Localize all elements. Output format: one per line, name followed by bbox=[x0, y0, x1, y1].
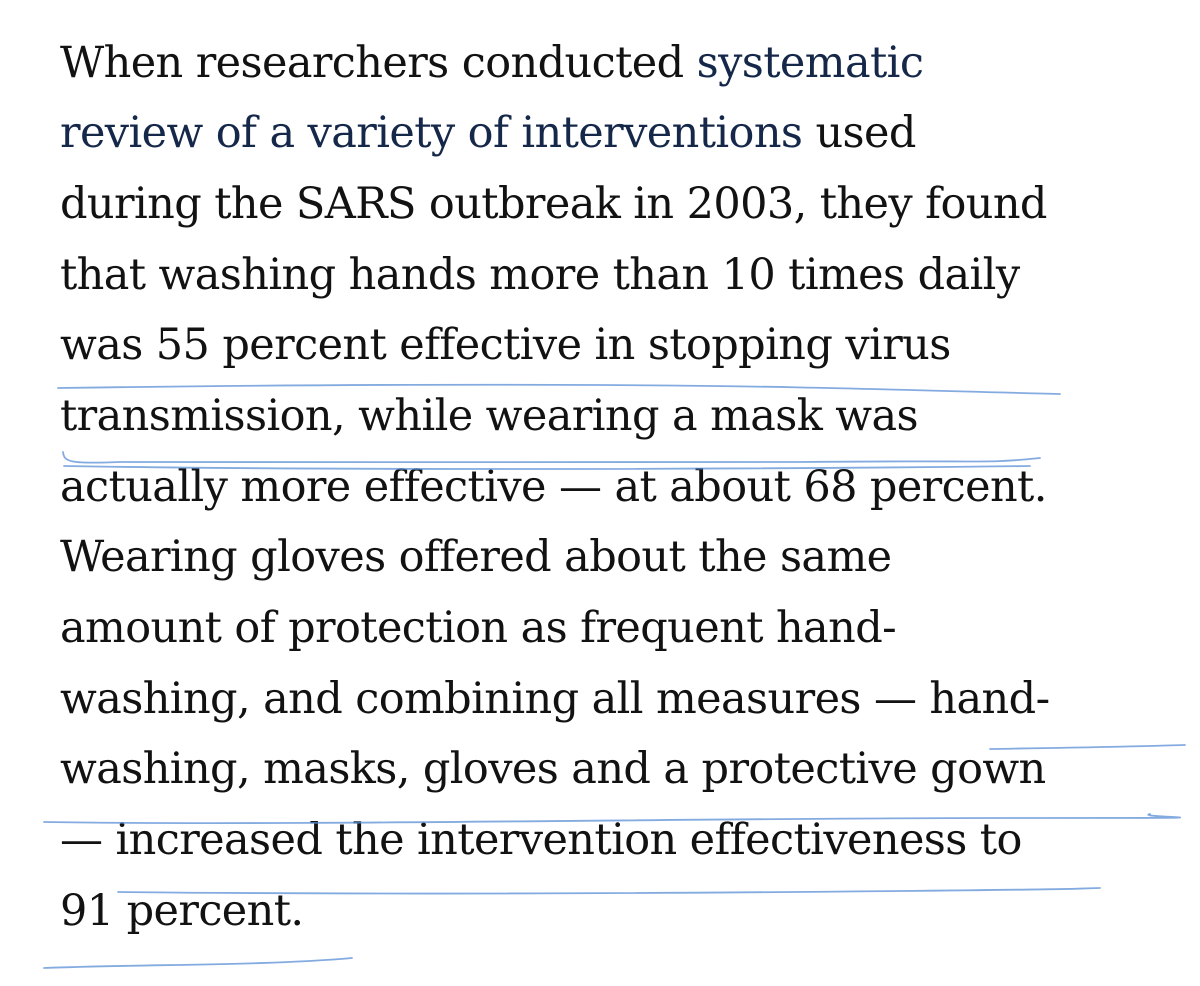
systematic-review-link[interactable]: systematic bbox=[696, 38, 924, 88]
line-2-text: used bbox=[802, 108, 916, 158]
text-line-4: that washing hands more than 10 times da… bbox=[60, 250, 1020, 300]
text-line-11: washing, masks, gloves and a protective … bbox=[60, 744, 1046, 794]
text-line-7: actually more effective — at about 68 pe… bbox=[60, 462, 1047, 512]
text-line-2: review of a variety of interventions use… bbox=[60, 106, 916, 160]
text-line-6: transmission, while wearing a mask was bbox=[60, 391, 919, 441]
text-line-9: amount of protection as frequent hand- bbox=[60, 603, 897, 653]
text-line-8: Wearing gloves offered about the same bbox=[60, 532, 892, 582]
text-line-12: — increased the intervention effectivene… bbox=[60, 815, 1022, 865]
text-line-1: When researchers conducted systematic bbox=[60, 36, 924, 90]
systematic-review-link-continued[interactable]: review of a variety of interventions bbox=[60, 108, 803, 158]
text-line-5: was 55 percent effective in stopping vir… bbox=[60, 320, 951, 370]
text-line-10: washing, and combining all measures — ha… bbox=[60, 674, 1050, 724]
text-line-3: during the SARS outbreak in 2003, they f… bbox=[60, 179, 1047, 229]
text-line-13: 91 percent. bbox=[60, 886, 304, 936]
line-1-text: When researchers conducted bbox=[60, 38, 697, 88]
